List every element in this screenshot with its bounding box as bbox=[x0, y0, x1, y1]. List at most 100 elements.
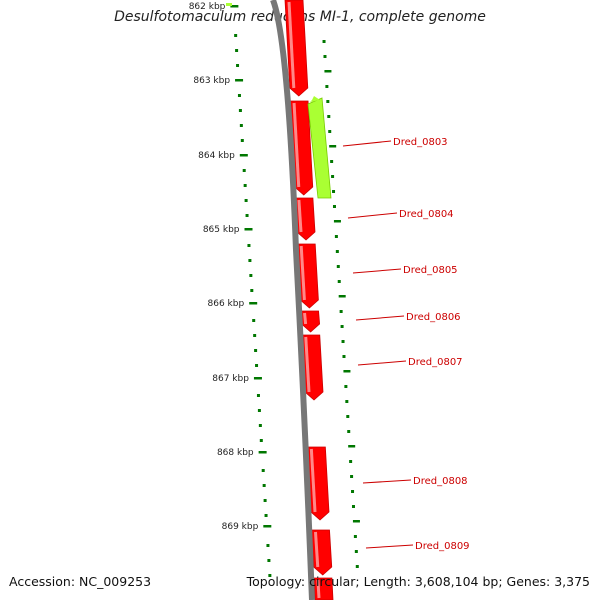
gene-arrow-highlight bbox=[316, 579, 321, 599]
scale-tick-label: 867 kbp bbox=[212, 374, 249, 384]
outer-tick-major bbox=[348, 445, 356, 448]
gene-arrow-highlight bbox=[314, 531, 320, 568]
scale-tick-label: 863 kbp bbox=[193, 76, 230, 86]
gene-label[interactable]: Dred_0803 bbox=[393, 137, 448, 148]
outer-tick-minor bbox=[347, 430, 351, 433]
outer-tick-minor bbox=[331, 175, 335, 178]
scale-tick-minor bbox=[252, 319, 256, 322]
gene-leader-line bbox=[352, 268, 402, 274]
scale-tick-minor bbox=[235, 49, 239, 52]
gene-arrow-reverse-tip bbox=[310, 96, 320, 102]
gene-arrow-highlight bbox=[309, 448, 317, 513]
scale-tick-minor bbox=[268, 574, 272, 577]
scale-tick-minor bbox=[240, 139, 244, 142]
gene-arrow-highlight bbox=[297, 199, 303, 233]
gene-label[interactable]: Dred_0809 bbox=[415, 541, 470, 552]
outer-tick-minor bbox=[334, 235, 338, 238]
scale-tick-minor bbox=[259, 439, 263, 442]
scale-tick-label: 869 kbp bbox=[222, 522, 259, 532]
scale-ticks: 862 kbp 863 kbp 864 kbp 865 kbp 866 kbp 867 k… bbox=[189, 2, 360, 577]
scale-tick-minor bbox=[266, 544, 270, 547]
scale-tick-minor bbox=[244, 199, 248, 202]
outer-tick-minor bbox=[346, 415, 350, 418]
scale-tick-minor bbox=[248, 259, 252, 262]
scale-tick-major bbox=[253, 377, 262, 380]
scale-tick-label: 862 kbp bbox=[189, 2, 226, 12]
scale-tick-label: 865 kbp bbox=[203, 225, 240, 235]
outer-tick-minor bbox=[330, 160, 334, 163]
scale-tick-minor bbox=[234, 34, 238, 37]
gene-label[interactable]: Dred_0807 bbox=[408, 357, 463, 368]
genome-summary: Topology: circular; Length: 3,608,104 bp… bbox=[246, 574, 590, 589]
outer-tick-minor bbox=[351, 505, 355, 508]
outer-tick-minor bbox=[327, 115, 331, 118]
scale-tick-major bbox=[258, 451, 267, 454]
scale-tick-major bbox=[249, 302, 258, 305]
gene-leader-line bbox=[357, 360, 407, 366]
scale-tick-minor bbox=[239, 124, 243, 127]
outer-tick-major bbox=[329, 145, 337, 148]
accession-label: Accession: NC_009253 bbox=[9, 574, 152, 589]
outer-tick-minor bbox=[353, 535, 357, 538]
outer-tick-major bbox=[333, 220, 341, 223]
scale-tick-minor bbox=[255, 364, 259, 367]
scale-tick-major bbox=[230, 5, 239, 8]
gene-fragment bbox=[226, 3, 232, 6]
outer-tick-minor bbox=[340, 325, 344, 328]
outer-tick-minor bbox=[323, 55, 327, 58]
outer-tick-minor bbox=[351, 490, 355, 493]
scale-tick-minor bbox=[257, 409, 261, 412]
outer-tick-major bbox=[324, 70, 332, 73]
scale-tick-minor bbox=[237, 94, 241, 97]
outer-tick-minor bbox=[328, 130, 332, 133]
scale-tick-label: 866 kbp bbox=[208, 299, 245, 309]
scale-tick-minor bbox=[253, 334, 257, 337]
gene-label[interactable]: Dred_0806 bbox=[406, 312, 461, 323]
gene-label[interactable]: Dred_0805 bbox=[403, 265, 458, 276]
outer-tick-minor bbox=[339, 310, 343, 313]
gene-labels: Dred_0803 Dred_0804 Dred_0805 Dred_0806 Dred… bbox=[342, 137, 470, 552]
scale-tick-major bbox=[263, 525, 272, 528]
gene-leader-line bbox=[365, 544, 414, 549]
outer-tick-minor bbox=[345, 400, 349, 403]
scale-tick-minor bbox=[264, 514, 268, 517]
outer-tick-minor bbox=[332, 190, 336, 193]
scale-tick-minor bbox=[236, 64, 240, 67]
outer-tick-minor bbox=[325, 85, 329, 88]
scale-tick-major bbox=[239, 154, 248, 157]
scale-tick-minor bbox=[261, 469, 265, 472]
gene-leader-line bbox=[355, 315, 405, 321]
gene-arrow-highlight bbox=[303, 312, 308, 325]
outer-tick-minor bbox=[326, 100, 330, 103]
gene-arrow-highlight bbox=[287, 1, 296, 89]
outer-tick-minor bbox=[342, 355, 346, 358]
scale-tick-minor bbox=[267, 559, 271, 562]
outer-tick-minor bbox=[341, 340, 345, 343]
scale-tick-minor bbox=[256, 394, 260, 397]
outer-tick-minor bbox=[354, 550, 358, 553]
scale-tick-minor bbox=[258, 424, 262, 427]
outer-tick-minor bbox=[349, 460, 353, 463]
outer-tick-minor bbox=[336, 265, 340, 268]
outer-tick-major bbox=[343, 370, 351, 373]
gene-label[interactable]: Dred_0804 bbox=[399, 209, 454, 220]
outer-tick-minor bbox=[350, 475, 354, 478]
outer-tick-minor bbox=[337, 280, 341, 283]
outer-tick-minor bbox=[322, 40, 326, 43]
gene-arrow-highlight bbox=[304, 336, 311, 393]
outer-tick-minor bbox=[332, 205, 336, 208]
scale-tick-minor bbox=[249, 274, 253, 277]
scale-tick-major bbox=[235, 79, 244, 82]
scale-tick-major bbox=[244, 228, 253, 231]
gene-label[interactable]: Dred_0808 bbox=[413, 476, 468, 487]
scale-tick-minor bbox=[247, 244, 251, 247]
gene-arrow-highlight bbox=[299, 245, 306, 301]
scale-tick-label: 868 kbp bbox=[217, 448, 254, 458]
gene-arrow-highlight bbox=[292, 102, 301, 188]
scale-tick-minor bbox=[245, 214, 249, 217]
scale-tick-label: 864 kbp bbox=[198, 151, 235, 161]
gene-leader-line bbox=[342, 140, 392, 147]
scale-tick-minor bbox=[254, 349, 258, 352]
scale-tick-minor bbox=[238, 109, 242, 112]
